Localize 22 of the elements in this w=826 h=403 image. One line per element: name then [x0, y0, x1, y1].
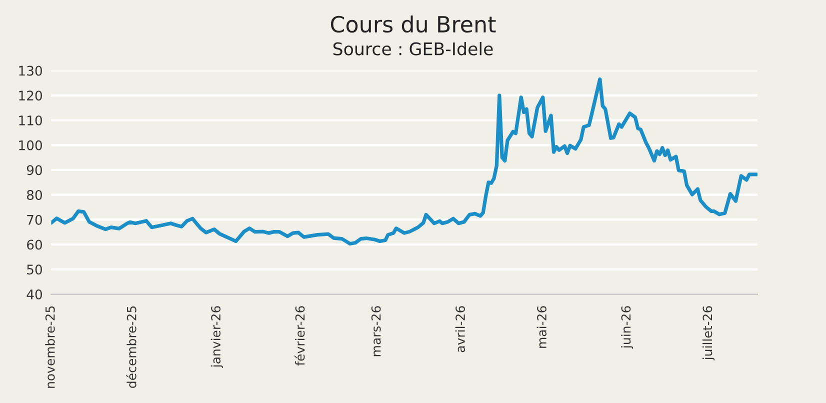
y-tick-label: 130	[19, 66, 42, 76]
chart-subtitle: Source : GEB-Idele	[333, 42, 493, 56]
y-tick-label: 80	[26, 190, 42, 200]
x-tick-label: janvier-26	[210, 306, 223, 368]
x-tick-label: mars-26	[371, 306, 381, 356]
x-tick-label: février-26	[294, 306, 305, 366]
y-tick-label: 100	[19, 140, 42, 150]
x-tick-label: novembre-25	[45, 306, 55, 388]
y-tick-label: 50	[27, 264, 42, 275]
line-series	[51, 77, 758, 246]
x-tick-label: mai-26	[536, 306, 546, 348]
x-tick-label: juin-26	[621, 306, 634, 349]
y-tick-label: 40	[26, 289, 42, 300]
x-tick-label: avril-26	[455, 306, 465, 352]
y-tick-label: 70	[27, 214, 42, 225]
y-tick-label: 120	[19, 90, 42, 101]
y-tick-label: 90	[26, 165, 42, 176]
x-tick-label: décembre-25	[126, 306, 136, 388]
y-tick-label: 110	[19, 115, 42, 126]
y-tick-label: 60	[27, 240, 42, 250]
x-tick-label: juillet-26	[702, 306, 715, 360]
chart-title: Cours du Brent	[330, 15, 496, 33]
